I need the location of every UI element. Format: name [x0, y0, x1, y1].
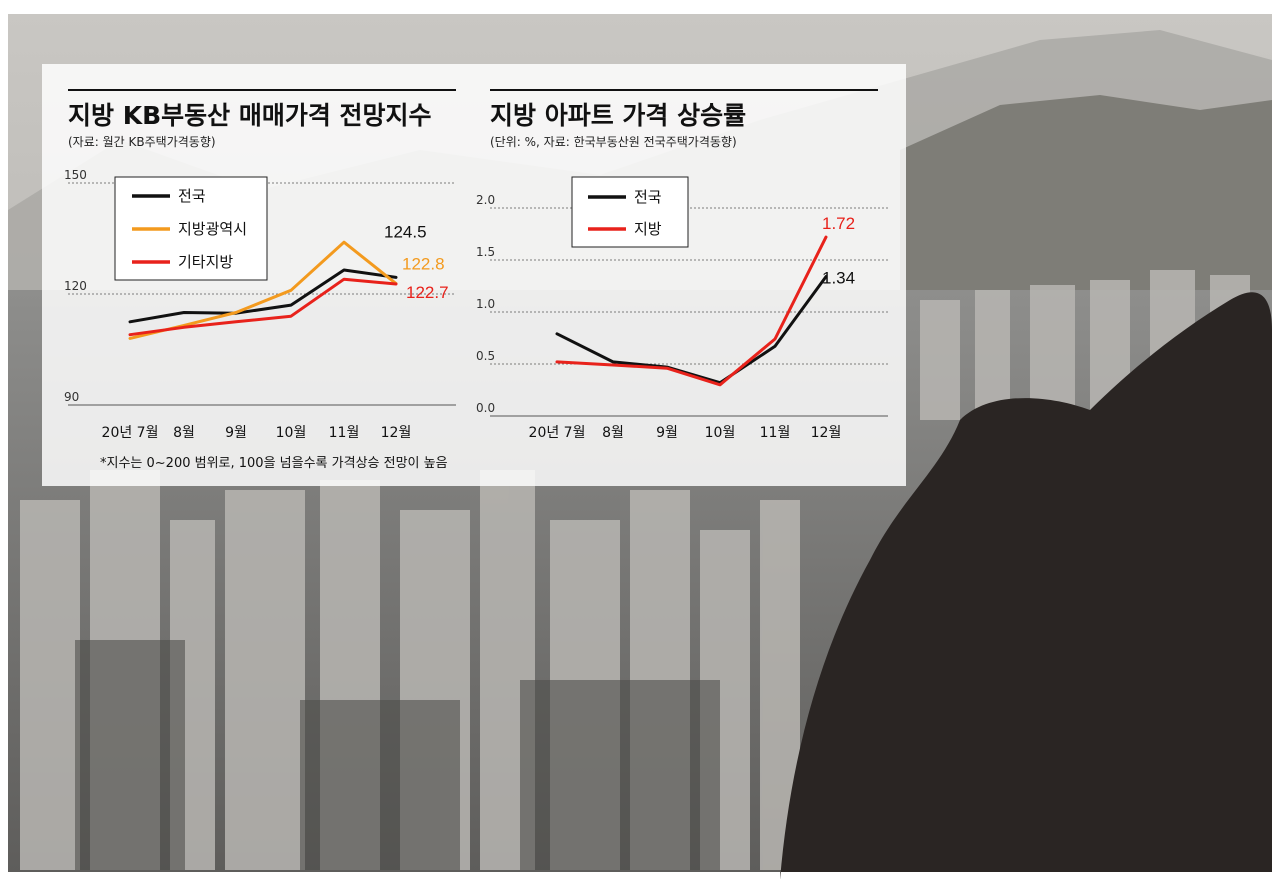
x-tick-label: 11월	[329, 425, 360, 441]
chart-subtitle: (자료: 월간 KB주택가격동향)	[68, 135, 216, 149]
chart-apartment-rate: 지방 아파트 가격 상승률 (단위: %, 자료: 한국부동산원 전국주택가격동…	[476, 89, 888, 441]
x-tick-label: 12월	[381, 425, 412, 441]
x-tick-label: 10월	[705, 425, 736, 441]
x-tick-label: 11월	[760, 425, 791, 441]
x-tick-label: 9월	[656, 425, 678, 441]
y-axis: 2.0 1.5 1.0 0.5 0.0	[476, 193, 495, 415]
x-tick-label: 8월	[173, 425, 195, 441]
data-label: 1.72	[822, 214, 855, 233]
plot-lines	[555, 235, 828, 387]
y-tick-label: 1.0	[476, 297, 495, 311]
x-tick-label: 9월	[225, 425, 247, 441]
y-tick-label: 1.5	[476, 245, 495, 259]
chart-kb-index: 지방 KB부동산 매매가격 전망지수 (자료: 월간 KB주택가격동향) 150…	[64, 89, 456, 471]
x-tick-label: 20년 7월	[529, 425, 586, 441]
plot-lines	[128, 240, 398, 340]
legend: 전국 지방광역시 기타지방	[114, 176, 268, 281]
x-tick-label: 20년 7월	[102, 425, 159, 441]
data-labels: 1.34 1.72	[822, 214, 855, 288]
data-label: 124.5	[384, 222, 427, 241]
y-axis: 150 120 90	[64, 168, 87, 404]
x-axis: 20년 7월 8월 9월 10월 11월 12월	[529, 425, 842, 441]
chart-subtitle: (단위: %, 자료: 한국부동산원 전국주택가격동향)	[490, 135, 737, 149]
grid-lines	[490, 207, 888, 417]
footnote: *지수는 0~200 범위로, 100을 넘을수록 가격상승 전망이 높음	[100, 456, 448, 471]
legend-label-other: 기타지방	[178, 253, 233, 271]
legend-box	[571, 176, 689, 248]
data-label: 122.8	[402, 255, 445, 274]
building-shadows	[75, 640, 720, 870]
data-labels: 124.5 122.8 122.7	[384, 222, 449, 302]
x-tick-label: 10월	[276, 425, 307, 441]
y-tick-label: 0.5	[476, 349, 495, 363]
x-tick-label: 8월	[602, 425, 624, 441]
series-line-1	[555, 235, 828, 387]
y-tick-label: 120	[64, 279, 87, 293]
chart-title: 지방 아파트 가격 상승률	[490, 101, 746, 130]
y-tick-label: 2.0	[476, 193, 495, 207]
y-tick-label: 90	[64, 390, 79, 404]
x-tick-label: 12월	[811, 425, 842, 441]
legend: 전국 지방	[571, 176, 689, 248]
series-line-2	[128, 277, 398, 337]
legend-label-metro: 지방광역시	[178, 220, 247, 238]
legend-label-national: 전국	[634, 188, 662, 206]
y-tick-label: 0.0	[476, 401, 495, 415]
mountain-near	[900, 95, 1272, 320]
chart-title: 지방 KB부동산 매매가격 전망지수	[68, 101, 432, 130]
data-label: 1.34	[822, 269, 855, 288]
x-axis: 20년 7월 8월 9월 10월 11월 12월	[102, 425, 412, 441]
series-line-0	[555, 275, 828, 385]
silhouette-figure	[780, 292, 1272, 879]
legend-label-regional: 지방	[634, 220, 662, 238]
legend-label-national: 전국	[178, 187, 206, 205]
y-tick-label: 150	[64, 168, 87, 182]
data-label: 122.7	[406, 283, 449, 302]
series-line-0	[128, 268, 398, 324]
